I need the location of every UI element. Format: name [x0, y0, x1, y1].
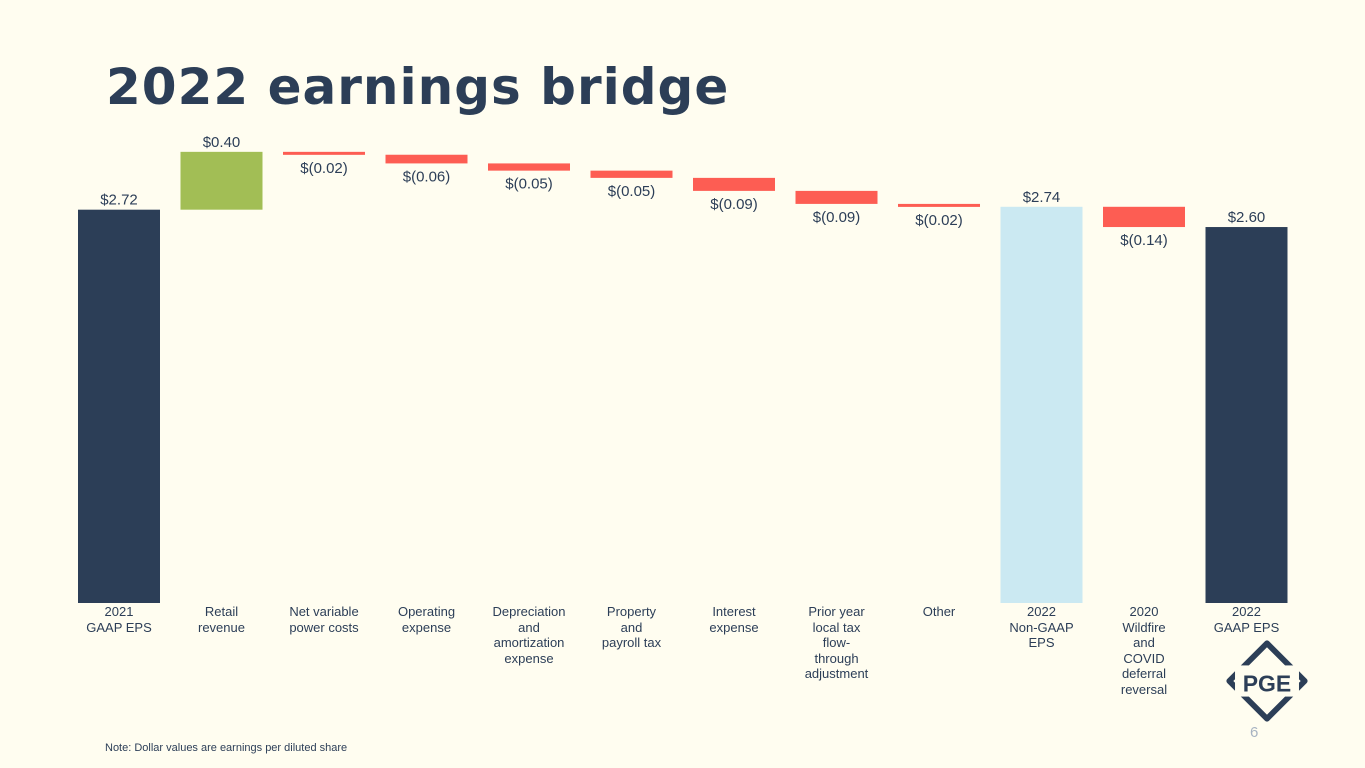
category-label-4: Operating expense [397, 604, 456, 635]
footnote: Note: Dollar values are earnings per dil… [105, 742, 348, 754]
data-label-6: $(0.05) [608, 183, 656, 200]
logo-text: PGE [1243, 671, 1291, 697]
data-label-2: $0.40 [203, 134, 241, 151]
category-label-3: Net variable power costs [289, 604, 359, 635]
bar-5 [488, 163, 570, 171]
data-label-7: $(0.09) [710, 196, 758, 213]
category-label-12: 2022 GAAP EPS [1213, 604, 1280, 635]
page-title: 2022 earnings bridge [106, 58, 730, 116]
page-number: 6 [1250, 724, 1259, 741]
bar-10 [1000, 206, 1083, 603]
category-label-1: 2021 GAAP EPS [86, 604, 152, 635]
category-label-9: Other [922, 604, 956, 619]
data-label-3: $(0.02) [300, 160, 348, 177]
category-label-7: Interest expense [709, 604, 759, 635]
bar-8 [795, 190, 878, 204]
bar-7 [693, 177, 775, 191]
bar-6 [590, 170, 673, 178]
data-label-10: $2.74 [1023, 189, 1061, 206]
data-label-1: $2.72 [100, 192, 138, 209]
data-label-4: $(0.06) [403, 168, 451, 185]
bar-11 [1103, 206, 1185, 228]
data-label-5: $(0.05) [505, 176, 553, 193]
data-label-12: $2.60 [1228, 209, 1266, 226]
data-label-8: $(0.09) [813, 209, 861, 226]
data-label-9: $(0.02) [915, 212, 963, 229]
pge-logo: PGE [1226, 640, 1308, 722]
category-label-5: Depreciation and amortization expense [492, 604, 566, 666]
bar-1 [78, 209, 160, 604]
bar-2 [180, 151, 263, 210]
bar-3 [283, 151, 365, 155]
category-label-11: 2020 Wildfire and COVID deferral reversal [1120, 604, 1168, 697]
bar-9 [898, 203, 980, 207]
category-label-10: 2022 Non-GAAP EPS [1009, 604, 1074, 650]
bar-4 [385, 154, 468, 164]
data-label-11: $(0.14) [1120, 232, 1168, 249]
category-label-2: Retail revenue [198, 604, 245, 635]
category-label-6: Property and payroll tax [601, 604, 662, 650]
category-label-8: Prior year local tax flow-through adjustmen… [804, 604, 869, 681]
bar-12 [1205, 227, 1288, 604]
